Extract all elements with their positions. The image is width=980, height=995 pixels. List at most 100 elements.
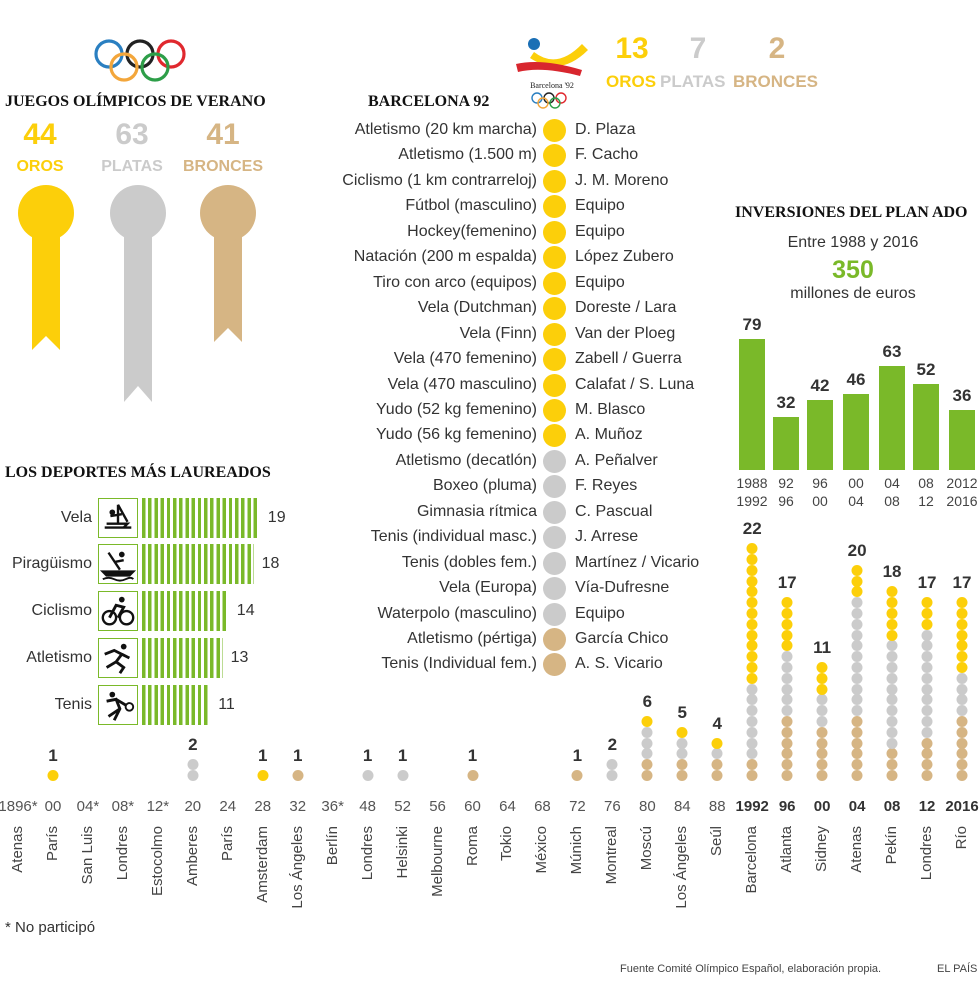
- investment-bar: [773, 416, 799, 470]
- bronze-medal-dot: [886, 748, 898, 760]
- sport-row: Piragüismo 18: [0, 544, 300, 586]
- games-year: 52: [394, 798, 411, 815]
- gold-medal-dot: [956, 608, 968, 619]
- gold-medal-dot: [886, 608, 898, 619]
- games-city: Melbourne: [428, 826, 446, 897]
- games-year: 88: [708, 798, 726, 815]
- gold-label: OROS: [16, 158, 64, 175]
- gold-medal-dot: [543, 424, 566, 448]
- sport-row: Tenis 11: [0, 685, 300, 727]
- investment-period: 08 12: [918, 475, 934, 509]
- games-year: 64: [499, 798, 516, 815]
- games-year: 12*: [146, 798, 170, 815]
- medal-athlete: Martínez / Vicario: [575, 553, 700, 571]
- games-city: Londres: [918, 826, 936, 881]
- games-city: Moscú: [638, 826, 656, 871]
- sport-value: 13: [230, 649, 249, 666]
- silver-medal-dot: [397, 770, 409, 781]
- silver-medal-dot: [851, 597, 863, 609]
- gold-medal-dot: [543, 297, 566, 321]
- gold-medal-dot: [543, 322, 566, 346]
- bronze-medal-dot: [711, 770, 723, 781]
- gold-medal-dot: [956, 640, 968, 652]
- games-city: Tokio: [498, 826, 516, 862]
- medal-athlete: F. Cacho: [575, 146, 639, 164]
- games-city: Estocolmo: [148, 826, 166, 897]
- silver-medal-dot: [886, 726, 898, 738]
- sport-bar: [142, 591, 229, 631]
- investment-value: 42: [810, 376, 830, 396]
- gold-medal-dot: [746, 651, 758, 663]
- summer-games-title: JUEGOS OLÍMPICOS DE VERANO: [5, 93, 266, 110]
- games-city: Atenas: [9, 826, 26, 873]
- games-total: 1: [258, 746, 268, 765]
- games-total: 1: [48, 746, 58, 765]
- games-city: París: [43, 826, 61, 862]
- investment-title: INVERSIONES DEL PLAN ADO: [735, 204, 968, 221]
- gold-medal-dot: [886, 586, 898, 598]
- silver-medal-dot: [921, 726, 933, 738]
- silver-medal-dot: [921, 640, 933, 652]
- bronze-medal-dot: [781, 726, 793, 738]
- games-city: Londres: [113, 826, 131, 881]
- medal-row: Vela (Finn) Van der Ploeg: [0, 322, 980, 346]
- silver-medal-dot: [851, 608, 863, 619]
- silver-medal-dot: [746, 694, 758, 706]
- barcelona-title: BARCELONA 92: [368, 93, 490, 110]
- gold-medal-dot: [781, 629, 793, 641]
- medal-sport: Vela (Dutchman): [417, 299, 537, 317]
- silver-medal-dot: [676, 748, 688, 760]
- gold-medal-dot: [543, 119, 566, 142]
- silver-medal-dot: [921, 672, 933, 684]
- bronze-medal-dot: [641, 759, 653, 771]
- games-year: 24: [219, 798, 237, 815]
- investment-period: 04 08: [884, 475, 900, 509]
- silver-medal-dot: [851, 651, 863, 663]
- sport-row: Ciclismo 14: [0, 591, 300, 633]
- sport-value: 18: [261, 555, 280, 572]
- medal-sport: Vela (470 femenino): [393, 350, 537, 368]
- bronze-medal-dot: [816, 726, 828, 738]
- silver-medal-dot: [746, 716, 758, 727]
- silver-medal-dot: [362, 770, 374, 781]
- bronze-medal-dot: [921, 748, 933, 760]
- gold-medal-dot: [746, 564, 758, 576]
- source-note: Fuente Comité Olímpico Español, elaborac…: [620, 963, 882, 975]
- medal-sport: Vela (Europa): [439, 579, 537, 597]
- games-city: Sidney: [813, 826, 831, 872]
- games-year: 08: [883, 798, 901, 815]
- games-city: Roma: [463, 826, 481, 867]
- investment-period: 92 96: [778, 475, 794, 509]
- gold-medal-dot: [746, 608, 758, 619]
- silver-medal-dot: [956, 694, 968, 706]
- games-total: 17: [917, 573, 937, 593]
- games-city: Londres: [358, 826, 376, 881]
- silver-medal-dot: [641, 737, 653, 749]
- silver-medal-dot: [676, 737, 688, 749]
- gold-medal-dot: [956, 662, 968, 673]
- silver-medal-dot: [921, 651, 933, 663]
- medal-sport: Vela (Finn): [459, 324, 537, 342]
- gold-medal-dot: [543, 271, 566, 295]
- bronze-medal-dot: [851, 726, 863, 738]
- silver-medal-dot: [851, 662, 863, 673]
- games-year: 36*: [321, 798, 344, 815]
- games-year: 84: [673, 798, 691, 815]
- barcelona-gold-label: OROS: [606, 72, 657, 91]
- silver-medal-dot: [746, 737, 758, 749]
- silver-medal-dot: [606, 759, 618, 771]
- games-total: 4: [712, 713, 722, 733]
- medal-sport: Vela (470 masculino): [387, 375, 537, 393]
- gold-medal-dot: [956, 629, 968, 641]
- games-total: 18: [882, 562, 902, 582]
- silver-medal-dot: [781, 705, 793, 717]
- games-city: Montreal: [603, 826, 621, 885]
- medal-row: Atletismo (1.500 m) F. Cacho: [0, 143, 980, 168]
- games-city: Atenas: [848, 826, 866, 873]
- medal-athlete: Vía-Dufresne: [575, 579, 670, 597]
- medal-row: Gimnasia rítmica C. Pascual: [0, 500, 980, 524]
- medal-row: Tenis (dobles fem.) Martínez / Vicario: [0, 551, 980, 575]
- medal-sport: Yudo (52 kg femenino): [376, 400, 537, 418]
- bronze-medal-dot: [921, 759, 933, 771]
- silver-medal-dot: [886, 694, 898, 706]
